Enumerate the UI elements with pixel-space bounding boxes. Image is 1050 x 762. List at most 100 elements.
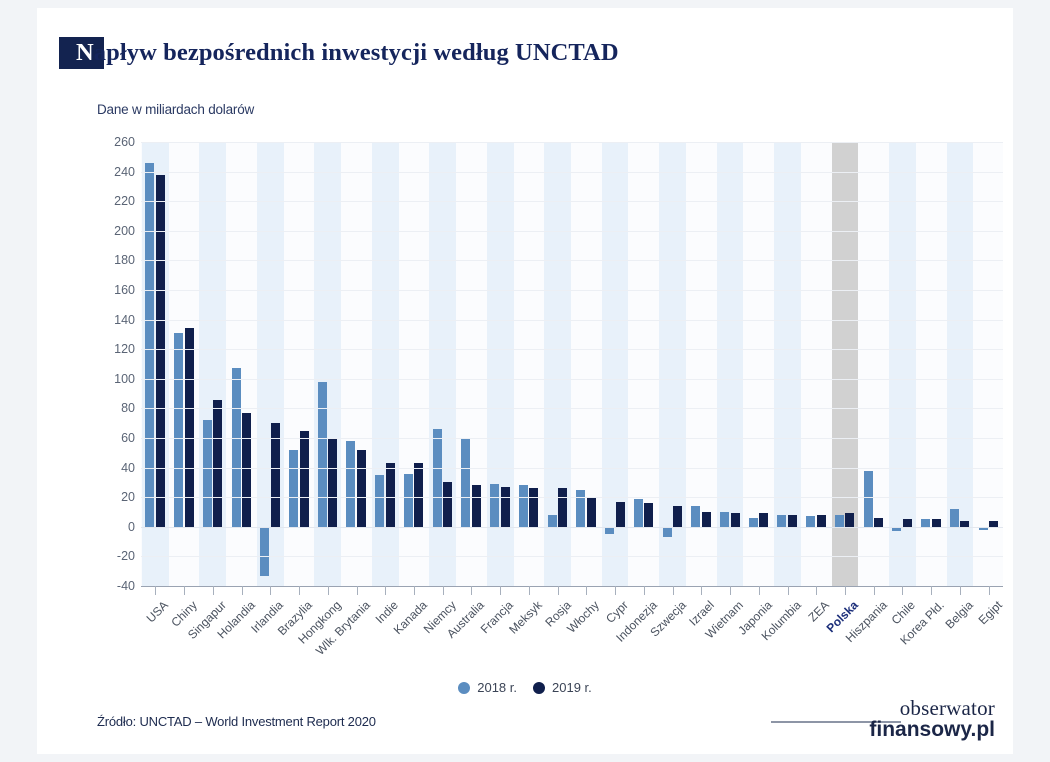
bar-2018-Włochy	[576, 489, 586, 527]
y-axis-tick-label: 0	[128, 519, 135, 534]
gridline	[141, 171, 1003, 173]
x-axis-tick	[643, 586, 645, 595]
bar-2018-Hiszpania	[863, 470, 873, 527]
x-axis-tick	[385, 586, 387, 595]
bar-2019-Hiszpania	[874, 517, 884, 527]
x-axis-tick	[844, 586, 846, 595]
gridline	[141, 230, 1003, 232]
y-axis-labels: 260 240 220 200 180 160 140 120 100 80 60 40 20 0 -20-…	[97, 135, 141, 593]
x-axis-tick	[873, 586, 875, 595]
x-axis-tick	[931, 586, 933, 595]
bar-group	[486, 142, 515, 586]
background-band	[774, 142, 801, 586]
x-axis-tick	[730, 586, 732, 595]
bar-2019-Rosja	[558, 488, 568, 527]
x-axis-tick	[471, 586, 473, 595]
gridline	[141, 349, 1003, 351]
bar-group	[802, 142, 831, 586]
bar-2019-Singapur	[213, 399, 223, 527]
gridline	[141, 467, 1003, 469]
bar-2019-Izrael	[701, 512, 711, 527]
gridline	[141, 497, 1003, 499]
bar-2019-Australia	[471, 485, 481, 527]
bar-2019-Egipt	[989, 520, 999, 527]
bar-group	[859, 142, 888, 586]
x-axis-tick	[184, 586, 186, 595]
gridline	[141, 408, 1003, 410]
legend-item[interactable]: 2019 r.	[533, 680, 592, 695]
bar-group	[773, 142, 802, 586]
bar-2019-WlkBrytania	[356, 449, 366, 527]
bar-2018-ZEA	[806, 516, 816, 527]
bar-2018-Japonia	[748, 517, 758, 527]
gridline	[141, 378, 1003, 380]
background-band	[889, 142, 916, 586]
legend-swatch-2019	[533, 681, 545, 694]
chart-subtitle: Dane w miliardach dolarów	[97, 102, 255, 117]
bar-2019-Polska	[845, 513, 855, 527]
bar-2019-Kolumbia	[787, 514, 797, 527]
bar-group	[716, 142, 745, 586]
x-axis-tick	[787, 586, 789, 595]
bar-2018-KoreaPłd	[921, 519, 931, 527]
bar-group	[974, 142, 1003, 586]
gridline	[141, 438, 1003, 439]
bar-2018-Wietnam	[720, 512, 730, 527]
bar-2019-Hongkong	[328, 438, 338, 527]
bar-2019-Włochy	[586, 497, 596, 527]
bar-2018-Izrael	[691, 506, 701, 527]
bar-group	[256, 142, 285, 586]
bar-2019-ZEA	[816, 514, 826, 527]
source-note: Źródło: UNCTAD – World Investment Report…	[97, 714, 376, 729]
page-title: Napływ bezpośrednich inwestycji według U…	[76, 39, 619, 67]
gridline	[141, 290, 1003, 291]
bar-group	[543, 142, 572, 586]
bar-2019-Wietnam	[730, 513, 740, 527]
y-axis-tick-label: 180	[114, 253, 135, 268]
bar-2018-Indie	[375, 475, 385, 527]
x-axis-tick	[988, 586, 990, 595]
x-axis-tick	[758, 586, 760, 595]
x-axis-tick	[500, 586, 502, 595]
bar-group	[515, 142, 544, 586]
bar-2019-Chiny	[184, 328, 194, 527]
y-axis-tick-label: 260	[114, 135, 135, 149]
bar-2018-Singapur	[202, 420, 212, 527]
bar-group	[227, 142, 256, 586]
bar-2018-Brazylia	[289, 449, 299, 527]
bar-group	[371, 142, 400, 586]
bar-2019-USA	[155, 174, 165, 527]
x-axis-tick	[902, 586, 904, 595]
chart-card: Napływ bezpośrednich inwestycji według U…	[37, 8, 1013, 754]
bar-2019-Chile	[902, 519, 912, 527]
x-axis-line	[141, 586, 1003, 587]
bar-group	[888, 142, 917, 586]
x-axis-tick	[557, 586, 559, 595]
title-accent-swatch	[59, 37, 104, 69]
bar-2019-Niemcy	[443, 482, 453, 527]
y-axis-tick-label: 40	[121, 460, 135, 475]
x-axis-tick	[356, 586, 358, 595]
legend-item[interactable]: 2018 r.	[458, 680, 517, 695]
x-axis-tick	[270, 586, 272, 595]
bar-2019-Cypr	[615, 501, 625, 527]
highlight-band-polska	[831, 142, 859, 586]
y-axis-tick-label: 240	[114, 164, 135, 179]
gridline	[141, 556, 1003, 558]
y-axis-tick-label: 60	[121, 431, 135, 445]
bar-2019-Indie	[385, 463, 395, 527]
y-axis-tick-label: 140	[114, 312, 135, 327]
bar-2019-Szwecja	[673, 506, 683, 527]
bar-2018-Australia	[461, 438, 471, 527]
bar-group	[313, 142, 342, 586]
bar-2018-Egipt	[978, 526, 988, 530]
x-axis-tick	[155, 586, 157, 595]
bar-2018-Hongkong	[317, 381, 327, 527]
logo-line-1: obserwator	[899, 696, 995, 720]
y-axis-tick-label: -20	[116, 549, 135, 564]
bar-2018-Chile	[892, 526, 902, 532]
bar-group	[141, 142, 170, 586]
x-axis-label-Belgia: Belgia	[942, 598, 976, 632]
bar-2018-Szwecja	[662, 526, 672, 538]
bar-group	[198, 142, 227, 586]
